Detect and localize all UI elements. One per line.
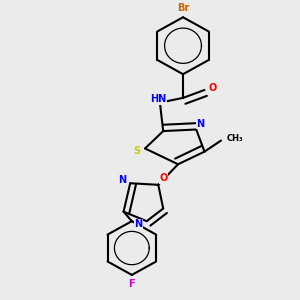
Text: O: O	[159, 173, 167, 184]
Text: F: F	[128, 279, 135, 289]
Text: N: N	[134, 219, 142, 229]
Text: CH₃: CH₃	[227, 134, 244, 142]
Text: N: N	[118, 175, 126, 185]
Text: HN: HN	[150, 94, 166, 104]
Text: N: N	[196, 119, 204, 129]
Text: O: O	[209, 83, 217, 93]
Text: S: S	[133, 146, 140, 156]
Text: Br: Br	[177, 3, 189, 13]
